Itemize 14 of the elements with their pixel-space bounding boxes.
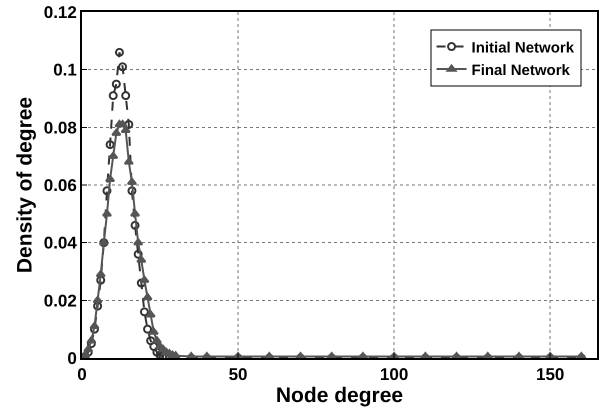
x-tick-label: 50: [228, 365, 248, 384]
y-tick-label: 0: [67, 348, 77, 368]
y-tick-label: 0.02: [44, 291, 77, 310]
y-tick-label: 0.04: [44, 234, 78, 253]
y-tick-label: 0.08: [44, 118, 77, 138]
x-axis-title: Node degree: [276, 384, 404, 408]
y-tick-label: 0.12: [44, 2, 77, 22]
x-tick-label: 100: [380, 365, 408, 384]
legend-label: Final Network: [472, 62, 571, 79]
y-tick-label: 0.1: [53, 60, 77, 80]
x-tick-label: 150: [536, 365, 564, 384]
legend-label: Initial Network: [472, 39, 575, 56]
y-tick-label: 0.06: [44, 176, 77, 195]
y-axis-title: Density of degree: [13, 96, 36, 274]
